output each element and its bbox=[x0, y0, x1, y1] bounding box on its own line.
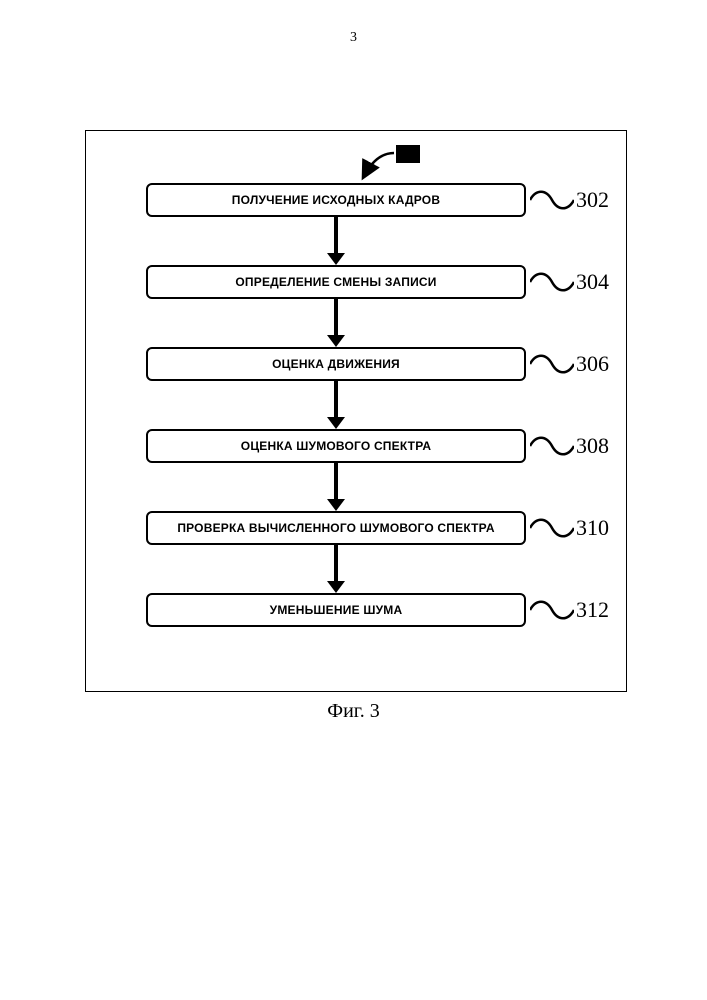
step-box: ПРОВЕРКА ВЫЧИСЛЕННОГО ШУМОВОГО СПЕКТРА bbox=[146, 511, 526, 545]
step-ref: 308 bbox=[576, 433, 609, 459]
step-label: ОЦЕНКА ДВИЖЕНИЯ bbox=[272, 357, 400, 371]
down-arrow-icon bbox=[316, 463, 356, 511]
step-ref: 302 bbox=[576, 187, 609, 213]
down-arrow-icon bbox=[316, 299, 356, 347]
step-box: УМЕНЬШЕНИЕ ШУМА bbox=[146, 593, 526, 627]
step-box: ОПРЕДЕЛЕНИЕ СМЕНЫ ЗАПИСИ bbox=[146, 265, 526, 299]
step-ref: 306 bbox=[576, 351, 609, 377]
down-arrow-icon bbox=[316, 381, 356, 429]
down-arrow-icon bbox=[316, 545, 356, 593]
figure-caption: Фиг. 3 bbox=[0, 700, 707, 723]
squiggle-icon bbox=[530, 511, 574, 545]
page-number: 3 bbox=[0, 30, 707, 46]
step-label: ОЦЕНКА ШУМОВОГО СПЕКТРА bbox=[241, 439, 431, 453]
squiggle-icon bbox=[530, 347, 574, 381]
squiggle-icon bbox=[530, 265, 574, 299]
figure-frame: ПОЛУЧЕНИЕ ИСХОДНЫХ КАДРОВ 302 ОПРЕДЕЛЕНИЕ … bbox=[85, 130, 627, 692]
step-label: ПРОВЕРКА ВЫЧИСЛЕННОГО ШУМОВОГО СПЕКТРА bbox=[177, 521, 494, 535]
squiggle-icon bbox=[530, 429, 574, 463]
flowchart: ПОЛУЧЕНИЕ ИСХОДНЫХ КАДРОВ 302 ОПРЕДЕЛЕНИЕ … bbox=[86, 131, 626, 691]
step-label: ПОЛУЧЕНИЕ ИСХОДНЫХ КАДРОВ bbox=[232, 193, 440, 207]
squiggle-icon bbox=[530, 183, 574, 217]
page: 3 ПОЛУЧЕНИЕ ИСХОДНЫХ КАДРОВ 302 ОПРЕДЕЛЕНИ… bbox=[0, 0, 707, 1000]
step-box: ОЦЕНКА ДВИЖЕНИЯ bbox=[146, 347, 526, 381]
step-ref: 312 bbox=[576, 597, 609, 623]
step-box: ПОЛУЧЕНИЕ ИСХОДНЫХ КАДРОВ bbox=[146, 183, 526, 217]
down-arrow-icon bbox=[316, 217, 356, 265]
step-ref: 304 bbox=[576, 269, 609, 295]
step-box: ОЦЕНКА ШУМОВОГО СПЕКТРА bbox=[146, 429, 526, 463]
step-label: УМЕНЬШЕНИЕ ШУМА bbox=[270, 603, 403, 617]
step-label: ОПРЕДЕЛЕНИЕ СМЕНЫ ЗАПИСИ bbox=[235, 275, 436, 289]
step-ref: 310 bbox=[576, 515, 609, 541]
squiggle-icon bbox=[530, 593, 574, 627]
